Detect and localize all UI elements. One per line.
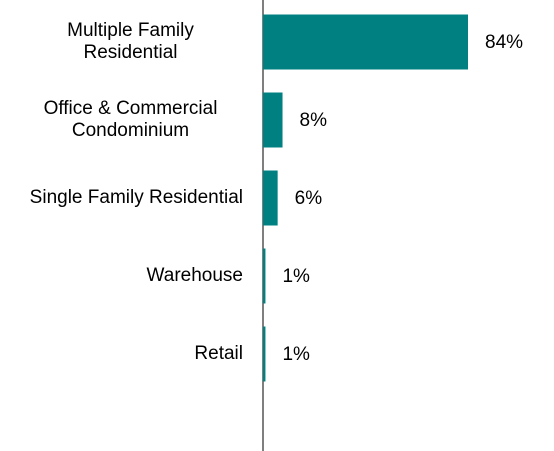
- category-label: Warehouse: [146, 265, 243, 286]
- bar: [263, 14, 468, 70]
- value-label: 6%: [295, 188, 323, 209]
- value-label: 8%: [300, 110, 328, 131]
- category-label: Office & Commercial Condominium: [43, 98, 218, 141]
- bar: [263, 92, 283, 148]
- bar: [263, 248, 266, 304]
- category-label-box: Single Family Residential: [3, 187, 243, 209]
- category-label: Multiple Family Residential: [67, 20, 194, 63]
- category-label-box: Retail: [3, 343, 243, 365]
- category-label-box: Office & Commercial Condominium: [3, 98, 243, 142]
- bar: [263, 326, 266, 382]
- value-label: 1%: [282, 344, 310, 365]
- category-label-box: Multiple Family Residential: [3, 20, 243, 64]
- category-label: Retail: [194, 343, 243, 364]
- value-label: 1%: [282, 266, 310, 287]
- category-label: Single Family Residential: [29, 187, 243, 208]
- bar: [263, 170, 278, 226]
- value-label: 84%: [485, 32, 523, 53]
- category-label-box: Warehouse: [3, 265, 243, 287]
